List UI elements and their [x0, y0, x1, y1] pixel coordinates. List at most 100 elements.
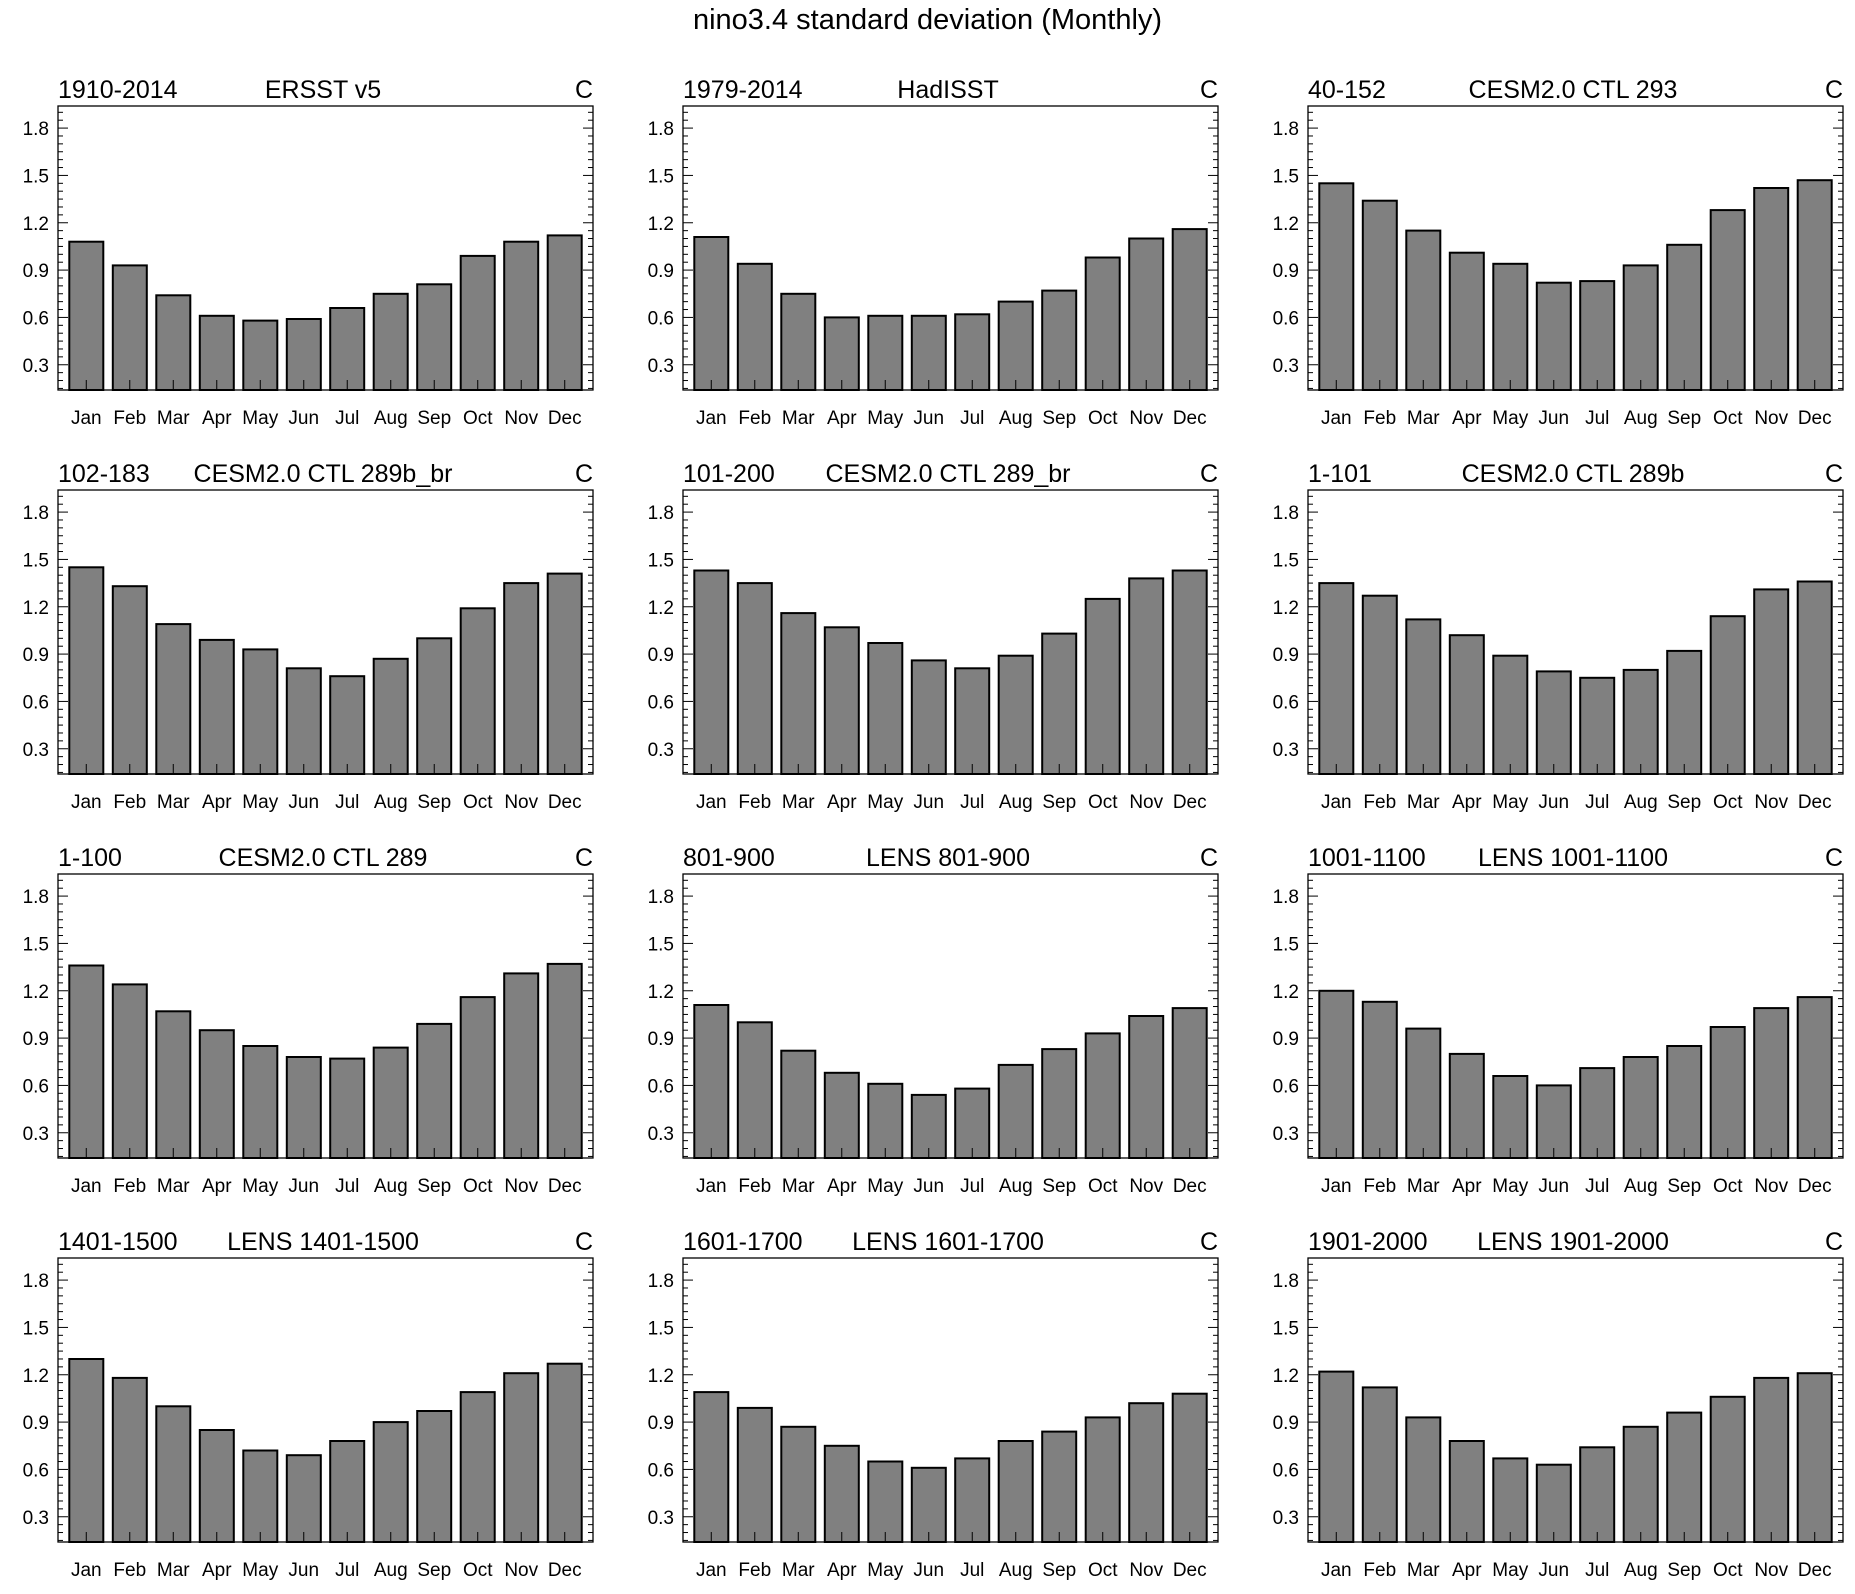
bar-oct — [1709, 209, 1746, 391]
x-tick-label-may: May — [242, 1560, 278, 1581]
y-tick-label: 0.6 — [1273, 692, 1299, 713]
bar-feb — [111, 1376, 148, 1544]
x-tick-label-nov: Nov — [1129, 1176, 1163, 1197]
panel-dataset-label: LENS 1001-1100 — [1478, 844, 1668, 872]
panel-dataset-label: CESM2.0 CTL 289b — [1462, 460, 1685, 488]
bar-may — [867, 314, 904, 391]
y-tick-label: 1.8 — [23, 503, 49, 524]
y-tick-label: 1.2 — [1273, 598, 1299, 619]
bar-may — [242, 648, 279, 776]
x-tick-label-nov: Nov — [504, 1560, 538, 1581]
y-tick-label: 0.9 — [1273, 645, 1299, 666]
bar-nov — [1128, 237, 1165, 391]
bar-oct — [1084, 1416, 1121, 1544]
x-tick-label-jul: Jul — [1585, 1176, 1609, 1197]
bar-mar — [155, 1405, 192, 1544]
x-tick-label-jan: Jan — [1321, 1560, 1352, 1581]
bar-jan — [68, 566, 105, 775]
y-tick-label: 0.9 — [23, 261, 49, 282]
y-tick-label: 1.5 — [1273, 934, 1299, 955]
x-tick-label-nov: Nov — [1754, 792, 1788, 813]
bar-mar — [155, 1010, 192, 1159]
x-tick-label-mar: Mar — [157, 1560, 190, 1581]
bar-oct — [1084, 256, 1121, 391]
bar-sep — [1666, 1045, 1703, 1159]
x-tick-label-jul: Jul — [335, 408, 359, 429]
x-tick-label-feb: Feb — [1363, 1560, 1396, 1581]
bar-apr — [198, 314, 235, 391]
x-tick-label-aug: Aug — [999, 1560, 1033, 1581]
y-tick-label: 0.6 — [23, 308, 49, 329]
y-tick-label: 1.2 — [23, 214, 49, 235]
y-tick-label: 0.3 — [1273, 356, 1299, 377]
y-tick-label: 1.2 — [1273, 1366, 1299, 1387]
bar-sep — [1041, 632, 1078, 775]
bar-feb — [111, 264, 148, 391]
y-tick-label: 0.3 — [1273, 1124, 1299, 1145]
x-tick-label-aug: Aug — [1624, 792, 1658, 813]
bar-may — [1492, 1075, 1529, 1159]
bar-sep — [1041, 1430, 1078, 1543]
bar-may — [867, 1460, 904, 1543]
bar-aug — [1622, 1056, 1659, 1159]
bar-jul — [954, 1457, 991, 1544]
x-tick-label-sep: Sep — [417, 792, 451, 813]
panel-unit-label: C — [575, 76, 593, 104]
bar-jun — [910, 1466, 947, 1544]
bar-apr — [1448, 251, 1485, 391]
y-tick-label: 1.8 — [1273, 1271, 1299, 1292]
bar-may — [1492, 1457, 1529, 1544]
y-tick-label: 1.8 — [23, 1271, 49, 1292]
y-tick-label: 0.9 — [23, 1413, 49, 1434]
y-tick-label: 0.3 — [23, 1124, 49, 1145]
x-tick-label-apr: Apr — [827, 408, 857, 429]
x-tick-label-nov: Nov — [504, 408, 538, 429]
panel-dataset-label: HadISST — [897, 76, 998, 104]
y-tick-label: 1.5 — [23, 166, 49, 187]
bar-dec — [1796, 996, 1833, 1159]
bar-jan — [693, 1391, 730, 1543]
x-tick-label-sep: Sep — [417, 1560, 451, 1581]
bar-mar — [155, 623, 192, 775]
y-tick-label: 0.6 — [1273, 1076, 1299, 1097]
x-tick-label-sep: Sep — [1667, 792, 1701, 813]
x-tick-label-jun: Jun — [913, 408, 944, 429]
x-tick-label-sep: Sep — [417, 1176, 451, 1197]
bar-dec — [1796, 179, 1833, 391]
x-tick-label-feb: Feb — [738, 408, 771, 429]
bar-dec — [546, 234, 583, 391]
bar-oct — [459, 607, 496, 775]
bar-nov — [1128, 1402, 1165, 1543]
chart-panel-6: 0.3 0.6 0.9 1.2 1.5 1.8 Jan Feb Mar Apr May Jun Jul A… — [1273, 460, 1844, 813]
bar-nov — [503, 972, 540, 1160]
figure-title: nino3.4 standard deviation (Monthly) — [692, 4, 1163, 36]
x-tick-label-jun: Jun — [1538, 1560, 1569, 1581]
y-tick-label: 1.2 — [23, 982, 49, 1003]
y-tick-label: 0.9 — [648, 1029, 674, 1050]
x-tick-label-nov: Nov — [1129, 792, 1163, 813]
x-tick-label-jul: Jul — [335, 1560, 359, 1581]
x-tick-label-mar: Mar — [782, 792, 815, 813]
x-tick-label-nov: Nov — [1129, 408, 1163, 429]
bar-jun — [285, 318, 322, 391]
x-tick-label-apr: Apr — [1452, 408, 1482, 429]
panel-period-label: 801-900 — [683, 844, 775, 872]
y-tick-label: 1.5 — [1273, 550, 1299, 571]
x-tick-label-oct: Oct — [1088, 1176, 1118, 1197]
bar-nov — [503, 1372, 540, 1543]
bar-nov — [1753, 187, 1790, 391]
plot-frame — [1307, 1257, 1844, 1543]
x-tick-label-mar: Mar — [1407, 792, 1440, 813]
bar-apr — [823, 626, 860, 775]
chart-panel-3: 0.3 0.6 0.9 1.2 1.5 1.8 Jan Feb Mar Apr May Jun Jul A… — [1273, 76, 1844, 429]
x-tick-label-feb: Feb — [113, 408, 146, 429]
bar-nov — [1128, 577, 1165, 776]
bar-aug — [997, 1063, 1034, 1160]
x-tick-label-may: May — [1492, 1176, 1528, 1197]
bar-dec — [1171, 228, 1208, 391]
x-tick-label-mar: Mar — [157, 1176, 190, 1197]
panel-dataset-label: LENS 1601-1700 — [852, 1228, 1044, 1256]
x-tick-label-jul: Jul — [1585, 408, 1609, 429]
y-tick-label: 0.9 — [648, 1413, 674, 1434]
x-tick-label-nov: Nov — [504, 792, 538, 813]
